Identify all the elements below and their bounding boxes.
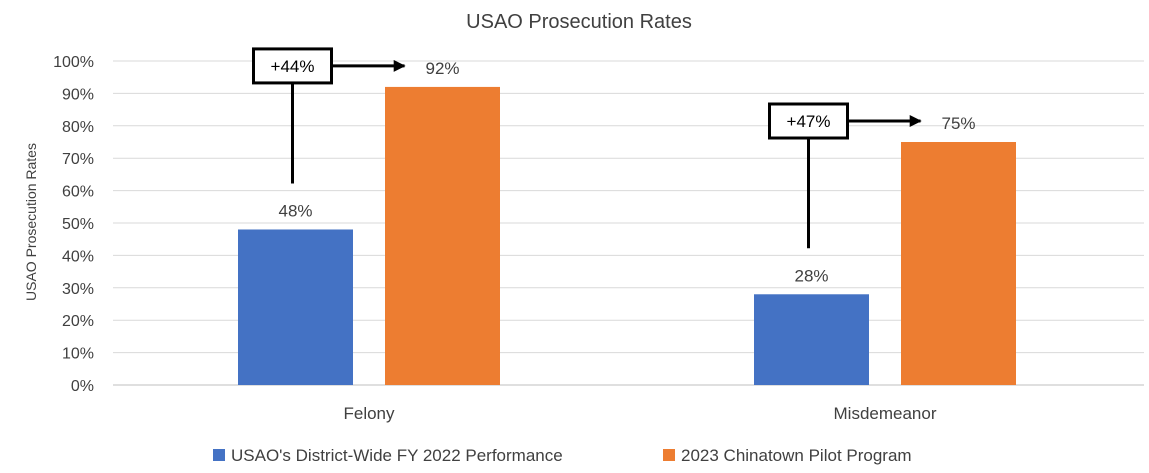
y-tick-label: 10%	[62, 346, 94, 363]
bar	[901, 142, 1016, 385]
y-tick-label: 80%	[62, 119, 94, 136]
category-label: Misdemeanor	[834, 404, 937, 423]
callouts: +44% +47%	[252, 47, 922, 249]
y-axis-label: USAO Prosecution Rates	[23, 143, 39, 301]
legend-swatch	[663, 449, 675, 461]
y-tick-label: 0%	[71, 378, 94, 395]
y-tick-label: 40%	[62, 248, 94, 265]
data-labels: 48% 92% 28% 75%	[278, 59, 975, 285]
y-tick-label: 30%	[62, 281, 94, 298]
legend-swatch	[213, 449, 225, 461]
legend-label: 2023 Chinatown Pilot Program	[681, 446, 912, 465]
legend-item: USAO's District-Wide FY 2022 Performance	[213, 446, 563, 465]
callout: +47%	[768, 102, 922, 249]
legend: USAO's District-Wide FY 2022 Performance…	[213, 446, 912, 465]
callout-box	[252, 47, 333, 85]
callout-box	[768, 102, 849, 140]
category-labels: Felony Misdemeanor	[343, 404, 936, 423]
y-tick-label: 100%	[53, 54, 94, 71]
bar	[754, 294, 869, 385]
bars	[238, 86, 1016, 386]
callout-label: +44%	[271, 57, 315, 76]
callout-label: +47%	[787, 112, 831, 131]
bar	[238, 229, 353, 385]
bar	[385, 86, 500, 386]
y-tick-labels: 0% 10% 20% 30% 40% 50% 60% 70% 80% 90% 100%	[53, 54, 94, 395]
y-tick-label: 90%	[62, 86, 94, 103]
y-tick-label: 20%	[62, 313, 94, 330]
callout: +44%	[252, 47, 406, 184]
data-label: 75%	[941, 114, 975, 133]
y-tick-label: 70%	[62, 151, 94, 168]
chart-title: USAO Prosecution Rates	[466, 11, 692, 33]
legend-item: 2023 Chinatown Pilot Program	[663, 446, 912, 465]
y-tick-label: 50%	[62, 216, 94, 233]
legend-label: USAO's District-Wide FY 2022 Performance	[231, 446, 563, 465]
data-label: 48%	[278, 201, 312, 220]
data-label: 28%	[794, 266, 828, 285]
y-tick-label: 60%	[62, 184, 94, 201]
category-label: Felony	[343, 404, 395, 423]
data-label: 92%	[425, 59, 459, 78]
